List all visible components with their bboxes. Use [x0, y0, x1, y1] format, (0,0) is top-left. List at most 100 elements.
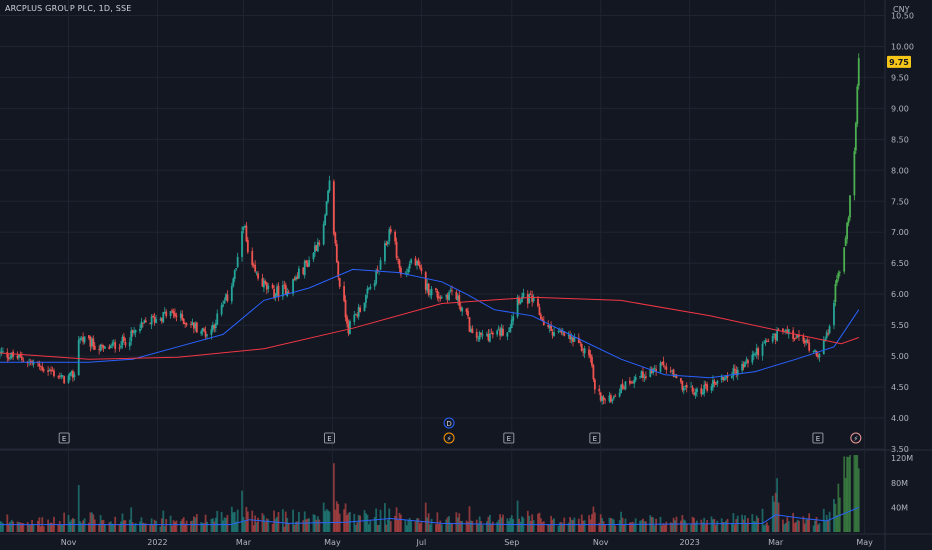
candle-body [130, 330, 133, 342]
volume-bar [123, 520, 125, 532]
volume-bar [112, 524, 115, 532]
candle-body [375, 270, 378, 284]
candle-body [805, 339, 808, 343]
candle-body [771, 335, 774, 342]
volume-bar [854, 455, 857, 532]
volume-bar [735, 519, 738, 532]
candle-body [846, 222, 848, 240]
candle-body [856, 86, 859, 124]
volume-bar [475, 519, 478, 532]
volume-bar [526, 510, 529, 532]
volume-bar [488, 514, 491, 532]
candle-body [612, 396, 615, 399]
x-tick-label: Sep [504, 538, 519, 547]
volume-bar [591, 514, 593, 532]
candle-body [604, 399, 606, 401]
volume-bar [394, 515, 397, 532]
candle-body [242, 226, 245, 231]
volume-bar [264, 521, 267, 532]
y-tick-label: 9.00 [891, 104, 909, 113]
candle-body [359, 307, 362, 313]
volume-bar [99, 515, 102, 532]
volume-bar [18, 522, 20, 532]
candle-body [216, 313, 219, 325]
volume-bar [222, 520, 224, 532]
candle-body [528, 295, 531, 303]
candle-body [451, 290, 453, 292]
volume-bar [306, 518, 309, 532]
candle-body [281, 285, 284, 297]
candle-body [521, 296, 523, 303]
volume-bar [296, 521, 299, 532]
candle-body [194, 323, 197, 328]
candle-body [20, 356, 23, 360]
candle-body [175, 315, 178, 317]
candle-body [128, 342, 131, 347]
candle-body [82, 337, 85, 342]
candle-body [277, 285, 280, 298]
volume-bar [130, 507, 133, 532]
candle-body [134, 330, 137, 333]
volume-bar [846, 456, 848, 532]
candle-body [262, 280, 265, 288]
volume-bar [731, 523, 733, 532]
volume-bar [745, 523, 748, 532]
volume-bar [754, 521, 757, 532]
volume-bar [104, 524, 106, 532]
volume-bar [419, 523, 421, 532]
x-tick-label: Jul [416, 538, 427, 547]
volume-bar [324, 511, 327, 532]
candle-body [763, 342, 765, 344]
volume-bar [354, 525, 357, 532]
candle-body [292, 279, 294, 294]
volume-bar [10, 519, 13, 532]
candle-body [204, 331, 207, 337]
x-tick-label: 2023 [679, 538, 699, 547]
volume-moving-average [0, 506, 859, 526]
candle-body [67, 375, 70, 383]
volume-bar [827, 520, 830, 532]
candle-body [308, 260, 310, 267]
volume-bar [195, 513, 198, 532]
volume-bar [542, 521, 545, 532]
candle-body [665, 366, 668, 370]
volume-bar [274, 518, 277, 532]
volume-bar [190, 520, 192, 532]
candle-body [261, 278, 264, 287]
candle-body [439, 297, 442, 299]
volume-bar [149, 523, 152, 532]
candle-body [271, 284, 274, 289]
volume-bar [344, 503, 347, 532]
volume-bar [449, 522, 452, 532]
volume-bar [397, 519, 399, 532]
candle-body [598, 388, 601, 392]
candle-body [561, 331, 564, 333]
candle-body [141, 322, 144, 324]
volume-bar [252, 525, 255, 532]
volume-bar [373, 517, 376, 532]
candle-body [631, 382, 634, 383]
volume-bar [327, 510, 329, 532]
candle-body [140, 321, 143, 329]
candle-body [236, 256, 239, 268]
candle-body [367, 287, 370, 289]
volume-bar [572, 520, 574, 532]
volume-bar [353, 513, 356, 532]
candle-body [560, 330, 563, 333]
x-tick-label: Nov [593, 538, 609, 547]
volume-bar [201, 522, 204, 532]
volume-bar [856, 455, 859, 532]
volume-bar [633, 523, 636, 532]
volume-bar [732, 513, 735, 532]
candle-body [621, 383, 624, 389]
volume-bar [470, 520, 472, 532]
volume-bar [273, 510, 276, 532]
candle-body [478, 332, 481, 340]
candle-body [133, 331, 136, 333]
volume-bar [582, 520, 585, 532]
candle-body [496, 330, 499, 335]
candle-body [200, 331, 203, 334]
candle-body [349, 320, 351, 334]
candlesticks [0, 53, 860, 405]
